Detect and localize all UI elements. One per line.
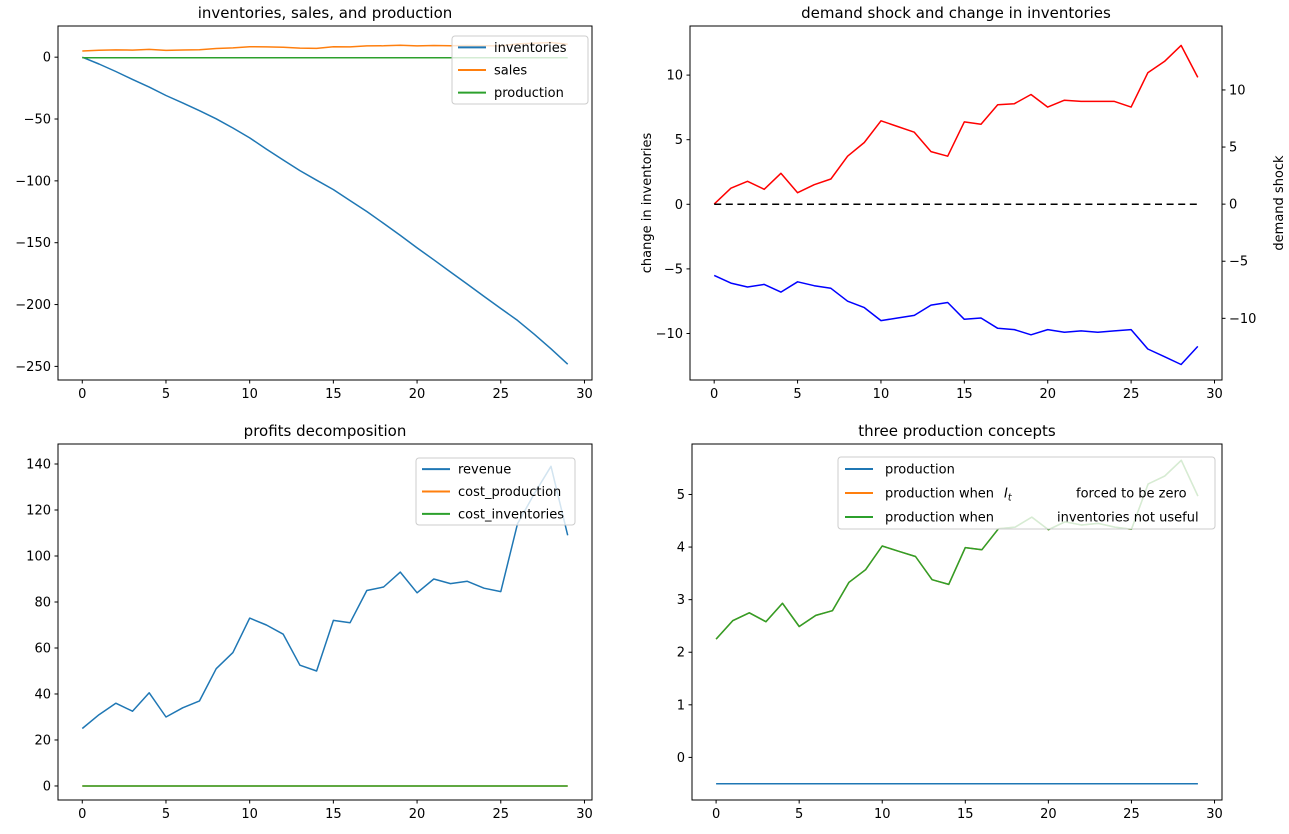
profits-decomposition-legend-label-1: cost_production xyxy=(458,485,561,500)
inventories-sales-production-x-tick-label: 25 xyxy=(492,387,509,402)
inventories-sales-production-x-tick-label: 5 xyxy=(162,387,170,402)
demand-shock-and-change-in-inventories-x-tick-label: 20 xyxy=(1039,387,1056,402)
inventories-sales-production-axes-box xyxy=(57,25,593,381)
profits-decomposition-title: profits decomposition xyxy=(244,422,407,440)
three-production-concepts-legend-math-1: It xyxy=(1004,487,1013,504)
three-production-concepts-y-tick-label: 5 xyxy=(677,488,685,503)
three-production-concepts-x-tick-label: 15 xyxy=(957,807,974,822)
inventories-sales-production-legend-box xyxy=(451,35,589,105)
demand-shock-and-change-in-inventories-y-tick-label: 0 xyxy=(675,198,683,213)
demand-shock-and-change-in-inventories-y-tick-label: 10 xyxy=(666,69,683,84)
profits-decomposition-y-tick-label: 80 xyxy=(34,595,51,610)
three-production-concepts-legend-label-1-right: forced to be zero xyxy=(1076,487,1187,502)
inventories-sales-production-y-tick-label: −150 xyxy=(15,236,51,251)
profits-decomposition-x-tick-label: 20 xyxy=(409,807,426,822)
demand-shock-and-change-in-inventories-right-ylabel: demand shock xyxy=(1272,155,1287,251)
inventories-sales-production-legend-label-1: sales xyxy=(494,64,527,79)
demand-shock-and-change-in-inventories-line-0-change-in-inventories xyxy=(713,274,1199,366)
profits-decomposition-y-tick-label: 100 xyxy=(26,549,51,564)
math-base: I xyxy=(1004,487,1008,502)
demand-shock-and-change-in-inventories-right-tick-label: −10 xyxy=(1229,312,1256,327)
inventories-sales-production-x-tick-label: 0 xyxy=(78,387,86,402)
inventories-sales-production-y-tick-label: −200 xyxy=(15,298,51,313)
demand-shock-and-change-in-inventories-y-tick-label: 5 xyxy=(675,133,683,148)
profits-decomposition-x-tick-label: 30 xyxy=(576,807,593,822)
three-production-concepts-y-tick-label: 3 xyxy=(677,593,685,608)
profits-decomposition-axes-box xyxy=(57,443,593,801)
demand-shock-and-change-in-inventories-right-tick-label: 10 xyxy=(1229,83,1246,98)
inventories-sales-production-y-tick-label: −250 xyxy=(15,360,51,375)
profits-decomposition-x-tick-label: 5 xyxy=(162,807,170,822)
profits-decomposition-y-tick-label: 20 xyxy=(34,733,51,748)
three-production-concepts-legend-label-2-right: inventories not useful xyxy=(1057,511,1199,526)
demand-shock-and-change-in-inventories-title: demand shock and change in inventories xyxy=(801,4,1111,22)
inventories-sales-production-y-tick-label: −50 xyxy=(24,113,51,128)
inventories-sales-production-legend-label-2: production xyxy=(494,86,564,101)
profits-decomposition-y-tick-label: 140 xyxy=(26,458,51,473)
demand-shock-and-change-in-inventories-axes-box xyxy=(689,25,1223,381)
profits-decomposition-y-tick-label: 40 xyxy=(34,687,51,702)
three-production-concepts-legend-label-1: production when xyxy=(885,487,994,502)
profits-decomposition-x-tick-label: 10 xyxy=(241,807,258,822)
three-production-concepts-x-tick-label: 10 xyxy=(874,807,891,822)
profits-decomposition-x-tick-label: 25 xyxy=(492,807,509,822)
inventories-sales-production-x-tick-label: 10 xyxy=(241,387,258,402)
demand-shock-and-change-in-inventories-left-ylabel: change in inventories xyxy=(640,133,655,274)
profits-decomposition-legend-label-2: cost_inventories xyxy=(458,507,564,522)
three-production-concepts-legend-box xyxy=(837,456,1216,530)
profits-decomposition-y-tick-label: 120 xyxy=(26,504,51,519)
demand-shock-and-change-in-inventories-right-tick-label: −5 xyxy=(1229,255,1248,270)
profits-decomposition-line-0-revenue xyxy=(81,465,569,730)
profits-decomposition-legend-label-0: revenue xyxy=(458,463,511,478)
demand-shock-and-change-in-inventories-x-tick-label: 5 xyxy=(793,387,801,402)
inventories-sales-production-y-tick-label: −100 xyxy=(15,174,51,189)
three-production-concepts-y-tick-label: 1 xyxy=(677,698,685,713)
profits-decomposition-y-tick-label: 60 xyxy=(34,641,51,656)
three-production-concepts-y-tick-label: 2 xyxy=(677,646,685,661)
profits-decomposition-x-tick-label: 0 xyxy=(78,807,86,822)
inventories-sales-production-x-tick-label: 20 xyxy=(409,387,426,402)
demand-shock-and-change-in-inventories-line-1-demand-shock xyxy=(713,44,1199,205)
three-production-concepts-x-tick-label: 5 xyxy=(795,807,803,822)
profits-decomposition-y-tick-label: 0 xyxy=(43,779,51,794)
three-production-concepts-x-tick-label: 0 xyxy=(712,807,720,822)
profits-decomposition-legend-box xyxy=(415,457,576,526)
three-production-concepts-title: three production concepts xyxy=(858,422,1056,440)
demand-shock-and-change-in-inventories-right-tick-label: 0 xyxy=(1229,198,1237,213)
inventories-sales-production-x-tick-label: 30 xyxy=(576,387,593,402)
demand-shock-and-change-in-inventories-y-tick-label: −10 xyxy=(656,327,683,342)
inventories-sales-production-line-0-inventories xyxy=(82,56,569,365)
inventories-sales-production-title: inventories, sales, and production xyxy=(198,4,453,22)
demand-shock-and-change-in-inventories-x-tick-label: 10 xyxy=(873,387,890,402)
demand-shock-and-change-in-inventories-x-tick-label: 0 xyxy=(710,387,718,402)
demand-shock-and-change-in-inventories-right-tick-label: 5 xyxy=(1229,141,1237,156)
demand-shock-and-change-in-inventories-x-tick-label: 25 xyxy=(1123,387,1140,402)
three-production-concepts-x-tick-label: 25 xyxy=(1123,807,1140,822)
demand-shock-and-change-in-inventories-x-tick-label: 15 xyxy=(956,387,973,402)
three-production-concepts-x-tick-label: 20 xyxy=(1040,807,1057,822)
three-production-concepts-legend-label-2: production when xyxy=(885,511,994,526)
math-subscript: t xyxy=(1008,493,1013,504)
profits-decomposition-x-tick-label: 15 xyxy=(325,807,342,822)
three-production-concepts-legend-label-0: production xyxy=(885,463,955,478)
three-production-concepts-y-tick-label: 0 xyxy=(677,751,685,766)
three-production-concepts-x-tick-label: 30 xyxy=(1206,807,1223,822)
inventories-sales-production-x-tick-label: 15 xyxy=(325,387,342,402)
three-production-concepts-y-tick-label: 4 xyxy=(677,541,685,556)
demand-shock-and-change-in-inventories-x-tick-label: 30 xyxy=(1206,387,1223,402)
inventories-sales-production-legend-label-0: inventories xyxy=(494,41,567,56)
demand-shock-and-change-in-inventories-y-tick-label: −5 xyxy=(664,262,683,277)
three-production-concepts-axes-box xyxy=(691,443,1223,801)
inventories-sales-production-y-tick-label: 0 xyxy=(43,51,51,66)
